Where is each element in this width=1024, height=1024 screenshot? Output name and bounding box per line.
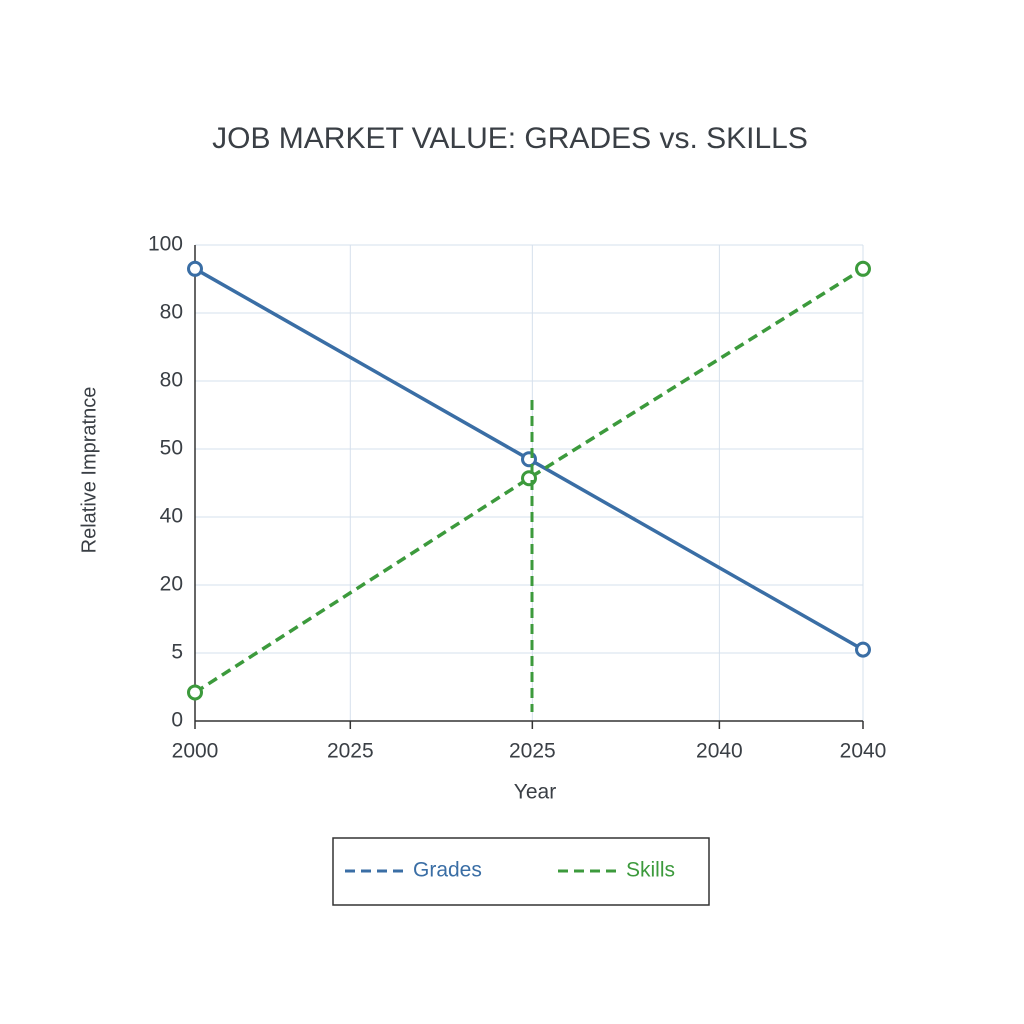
x-tick-label: 2000 bbox=[172, 740, 219, 763]
data-point bbox=[187, 260, 203, 277]
legend-box bbox=[332, 837, 710, 906]
data-point bbox=[855, 641, 871, 658]
legend-label: Grades bbox=[413, 859, 482, 882]
y-tick-label: 0 bbox=[171, 709, 183, 732]
data-point bbox=[855, 260, 871, 277]
data-point bbox=[521, 451, 537, 468]
y-tick-label: 5 bbox=[171, 641, 183, 664]
x-tick-label: 2040 bbox=[840, 740, 887, 763]
y-tick-label: 20 bbox=[160, 573, 183, 596]
x-tick-label: 2025 bbox=[327, 740, 374, 763]
y-tick-label: 80 bbox=[160, 301, 183, 324]
legend-label: Skills bbox=[626, 859, 675, 882]
x-tick-label: 2040 bbox=[696, 740, 743, 763]
y-tick-label: 40 bbox=[160, 505, 183, 528]
y-tick-label: 50 bbox=[160, 437, 183, 460]
y-tick-label: 80 bbox=[160, 369, 183, 392]
y-axis-label: Relative Impratnce bbox=[78, 387, 100, 554]
y-tick-label: 100 bbox=[148, 233, 183, 256]
data-point bbox=[521, 470, 537, 487]
x-axis-label: Year bbox=[514, 781, 556, 804]
data-point bbox=[187, 684, 203, 701]
x-tick-label: 2025 bbox=[509, 740, 556, 763]
series-line bbox=[194, 267, 864, 694]
chart-title: JOB MARKET VALUE: GRADES vs. SKILLS bbox=[212, 122, 808, 155]
